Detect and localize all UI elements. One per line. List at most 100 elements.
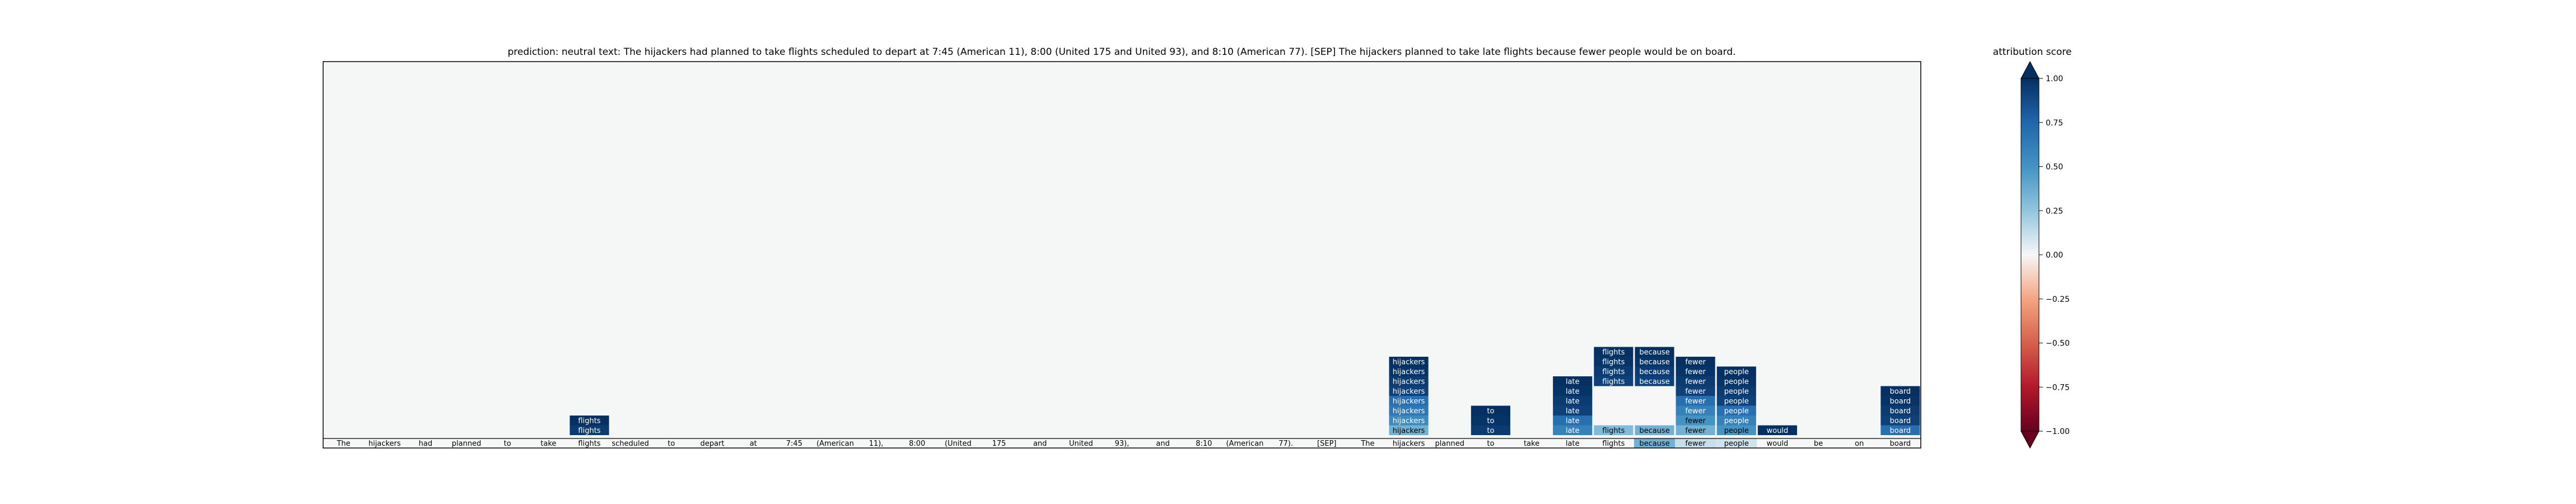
attribution-cell [1553,405,1593,416]
token-label: The [336,440,350,448]
attribution-cell [1553,416,1593,426]
token-label: The [1360,440,1374,448]
attribution-cell-label: because [1639,377,1669,386]
attribution-cell [1676,405,1715,416]
heatmap-cells: flightsflightshijackershijackershijacker… [570,347,1920,435]
attribution-cell-label: board [1890,417,1911,425]
attribution-cell-label: because [1639,358,1669,366]
attribution-cell [1880,386,1920,396]
token-label: to [1487,440,1494,448]
attribution-cell [1594,357,1634,367]
token-label: board [1890,440,1911,448]
attribution-cell-label: hijackers [1393,407,1425,416]
attribution-cell-label: late [1566,427,1580,435]
token-cell [732,438,774,448]
token-label: hijackers [368,440,401,448]
attribution-cell [1553,386,1593,396]
attribution-cell [1716,376,1756,386]
attribution-cell [1594,347,1634,357]
attribution-cell-label: to [1487,427,1494,435]
attribution-cell-label: hijackers [1393,417,1425,425]
token-label: planned [1435,440,1464,448]
token-label: flights [578,440,600,448]
attribution-cell [1594,416,1634,426]
attribution-cell-label: people [1724,427,1749,435]
attribution-cell-label: because [1639,368,1669,376]
attribution-cell-label: fewer [1685,397,1706,405]
attribution-cell [1594,386,1634,396]
attribution-cell-label: fewer [1685,407,1706,416]
attribution-cell [1635,366,1674,376]
attribution-cell-label: fewer [1685,427,1706,435]
attribution-cell [1716,386,1756,396]
attribution-cell-label: late [1566,377,1580,386]
attribution-cell [1553,396,1593,406]
token-label: on [1855,440,1864,448]
attribution-cell [1880,405,1920,416]
token-label: planned [452,440,482,448]
attribution-cell-label: people [1724,397,1749,405]
token-cell [1511,438,1552,448]
token-cell [323,438,365,448]
attribution-cell-label: board [1890,427,1911,435]
colorbar-tick-label: 0.75 [2046,119,2063,128]
colorbar-ticks: 1.00 0.75 0.50 0.25 0.00 −0.25 −0.50 −0.75 −1.00 [2039,74,2070,436]
attribution-cell [1676,425,1715,435]
token-label: 11), [869,440,884,448]
attribution-cell-label: fewer [1685,417,1706,425]
attribution-cell [1389,396,1429,406]
token-cell [651,438,692,448]
attribution-cell-label: late [1566,397,1580,405]
attribution-cell-label: flights [1602,368,1625,376]
colorbar-tick-label: −0.25 [2046,295,2070,304]
token-label: depart [701,440,725,448]
token-cell [1019,438,1061,448]
token-cell [1388,438,1430,448]
token-cell [446,438,487,448]
attribution-cell-label: flights [578,427,600,435]
token-label: hijackers [1393,440,1425,448]
attribution-cell [570,416,609,426]
token-label: fewer [1685,440,1706,448]
attribution-cell [1389,357,1429,367]
attribution-cell-label: people [1724,407,1749,416]
token-cell [1675,438,1716,448]
attribution-cell-label: because [1639,348,1669,357]
token-label: take [540,440,556,448]
attribution-cell [1676,376,1715,386]
attribution-cell-label: fewer [1685,358,1706,366]
token-cell [568,438,610,448]
attribution-cell [1389,405,1429,416]
attribution-cell-label: people [1724,368,1749,376]
attribution-cell-label: people [1724,388,1749,396]
token-cell [1716,438,1757,448]
attribution-cell [1389,386,1429,396]
attribution-cell [1716,416,1756,426]
token-cell [1306,438,1347,448]
attribution-cell-label: would [1767,427,1789,435]
colorbar-extend-bottom [2020,431,2040,449]
attribution-cell [1594,376,1634,386]
attribution-cell-label: hijackers [1393,427,1425,435]
attribution-cell [1553,425,1593,435]
attribution-cell-label: flights [1602,358,1625,366]
attribution-cell [1635,347,1674,357]
attribution-cell [1553,376,1593,386]
token-label: (American [816,440,854,448]
token-cell [937,438,979,448]
attribution-cell-label: late [1566,407,1580,416]
attribution-cell [1757,425,1798,435]
token-cell [1879,438,1921,448]
attribution-cell [570,425,609,435]
attribution-cell-label: fewer [1685,388,1706,396]
token-label: had [419,440,432,448]
token-label: 7:45 [786,440,802,448]
attribution-cell [1635,405,1674,416]
attribution-cell [1880,425,1920,435]
attribution-cell-label: board [1890,388,1911,396]
token-cell [1183,438,1225,448]
colorbar-tick-label: 0.50 [2046,163,2063,172]
attribution-cell [1716,396,1756,406]
token-label: (United [945,440,972,448]
token-cell [1470,438,1511,448]
